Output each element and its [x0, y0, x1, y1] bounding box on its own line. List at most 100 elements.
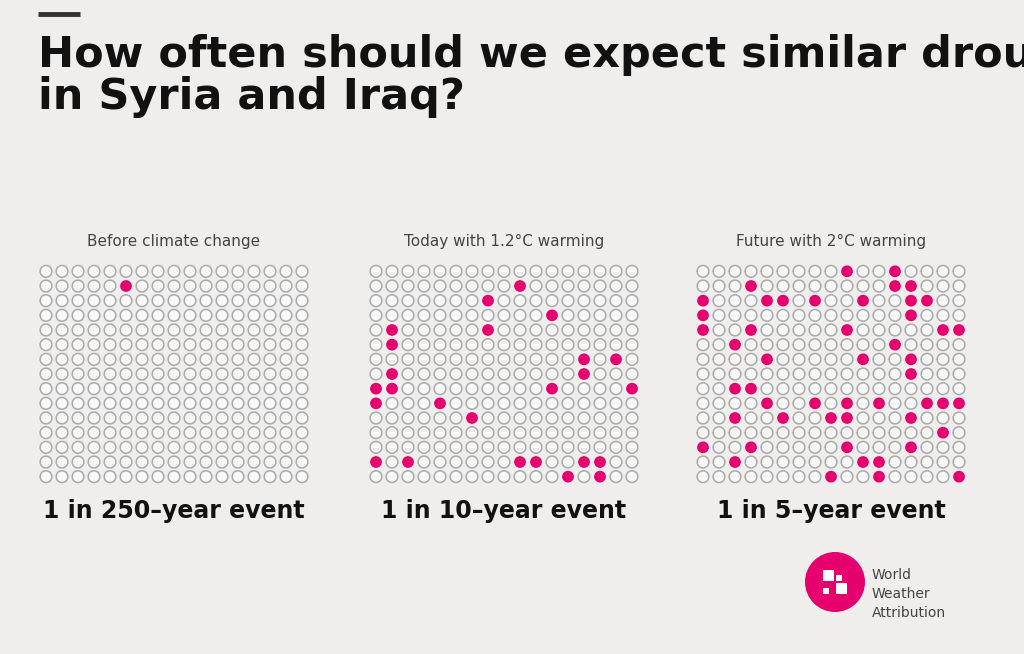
Circle shape — [153, 368, 164, 380]
Circle shape — [610, 309, 622, 321]
Circle shape — [386, 339, 398, 351]
Circle shape — [72, 309, 84, 321]
Circle shape — [953, 353, 965, 365]
Circle shape — [610, 324, 622, 336]
Circle shape — [40, 456, 52, 468]
Circle shape — [809, 456, 821, 468]
Circle shape — [729, 383, 741, 394]
Circle shape — [264, 471, 275, 483]
Circle shape — [825, 339, 837, 351]
Circle shape — [594, 266, 606, 277]
Circle shape — [184, 324, 196, 336]
Circle shape — [40, 353, 52, 365]
Circle shape — [386, 383, 398, 394]
Circle shape — [216, 309, 228, 321]
Circle shape — [794, 412, 805, 424]
Circle shape — [370, 266, 382, 277]
Circle shape — [200, 324, 212, 336]
Circle shape — [168, 383, 180, 394]
Circle shape — [579, 471, 590, 483]
Circle shape — [905, 368, 916, 380]
Circle shape — [200, 398, 212, 409]
Circle shape — [370, 398, 382, 409]
Circle shape — [697, 427, 709, 439]
Circle shape — [953, 324, 965, 336]
Circle shape — [498, 368, 510, 380]
Circle shape — [729, 398, 741, 409]
Circle shape — [809, 324, 821, 336]
Circle shape — [434, 309, 445, 321]
Circle shape — [530, 471, 542, 483]
Circle shape — [546, 427, 558, 439]
Circle shape — [466, 309, 478, 321]
Circle shape — [857, 309, 869, 321]
Circle shape — [402, 368, 414, 380]
Circle shape — [88, 309, 100, 321]
Circle shape — [889, 412, 901, 424]
Circle shape — [953, 412, 965, 424]
Circle shape — [56, 456, 68, 468]
Circle shape — [825, 353, 837, 365]
Circle shape — [857, 471, 869, 483]
Circle shape — [873, 456, 885, 468]
Circle shape — [777, 383, 788, 394]
Circle shape — [922, 398, 933, 409]
Circle shape — [216, 383, 228, 394]
Circle shape — [626, 441, 638, 453]
Circle shape — [56, 427, 68, 439]
Circle shape — [610, 368, 622, 380]
Circle shape — [626, 412, 638, 424]
Circle shape — [873, 324, 885, 336]
Circle shape — [72, 266, 84, 277]
Circle shape — [922, 309, 933, 321]
Circle shape — [697, 383, 709, 394]
Circle shape — [922, 295, 933, 307]
Circle shape — [482, 266, 494, 277]
Circle shape — [386, 456, 398, 468]
Circle shape — [482, 324, 494, 336]
Circle shape — [626, 266, 638, 277]
Circle shape — [264, 412, 275, 424]
Circle shape — [281, 324, 292, 336]
Circle shape — [232, 368, 244, 380]
Circle shape — [248, 353, 260, 365]
Circle shape — [120, 280, 132, 292]
Circle shape — [200, 412, 212, 424]
Circle shape — [562, 353, 573, 365]
Circle shape — [873, 427, 885, 439]
Circle shape — [626, 280, 638, 292]
Circle shape — [873, 280, 885, 292]
Circle shape — [153, 309, 164, 321]
Circle shape — [841, 441, 853, 453]
Circle shape — [825, 441, 837, 453]
Circle shape — [136, 280, 147, 292]
Circle shape — [232, 383, 244, 394]
Circle shape — [546, 471, 558, 483]
Circle shape — [594, 353, 606, 365]
Circle shape — [809, 339, 821, 351]
Circle shape — [168, 441, 180, 453]
Circle shape — [562, 309, 573, 321]
Circle shape — [530, 398, 542, 409]
Circle shape — [40, 368, 52, 380]
Circle shape — [873, 441, 885, 453]
Circle shape — [594, 309, 606, 321]
Circle shape — [761, 266, 773, 277]
Circle shape — [794, 456, 805, 468]
Circle shape — [594, 383, 606, 394]
Circle shape — [136, 456, 147, 468]
Circle shape — [466, 471, 478, 483]
Circle shape — [514, 353, 526, 365]
Circle shape — [104, 368, 116, 380]
Circle shape — [232, 427, 244, 439]
Circle shape — [825, 383, 837, 394]
Circle shape — [857, 412, 869, 424]
Circle shape — [777, 309, 788, 321]
Circle shape — [873, 412, 885, 424]
Circle shape — [184, 295, 196, 307]
Circle shape — [777, 441, 788, 453]
Circle shape — [562, 295, 573, 307]
Circle shape — [418, 368, 430, 380]
Circle shape — [857, 266, 869, 277]
Circle shape — [40, 280, 52, 292]
